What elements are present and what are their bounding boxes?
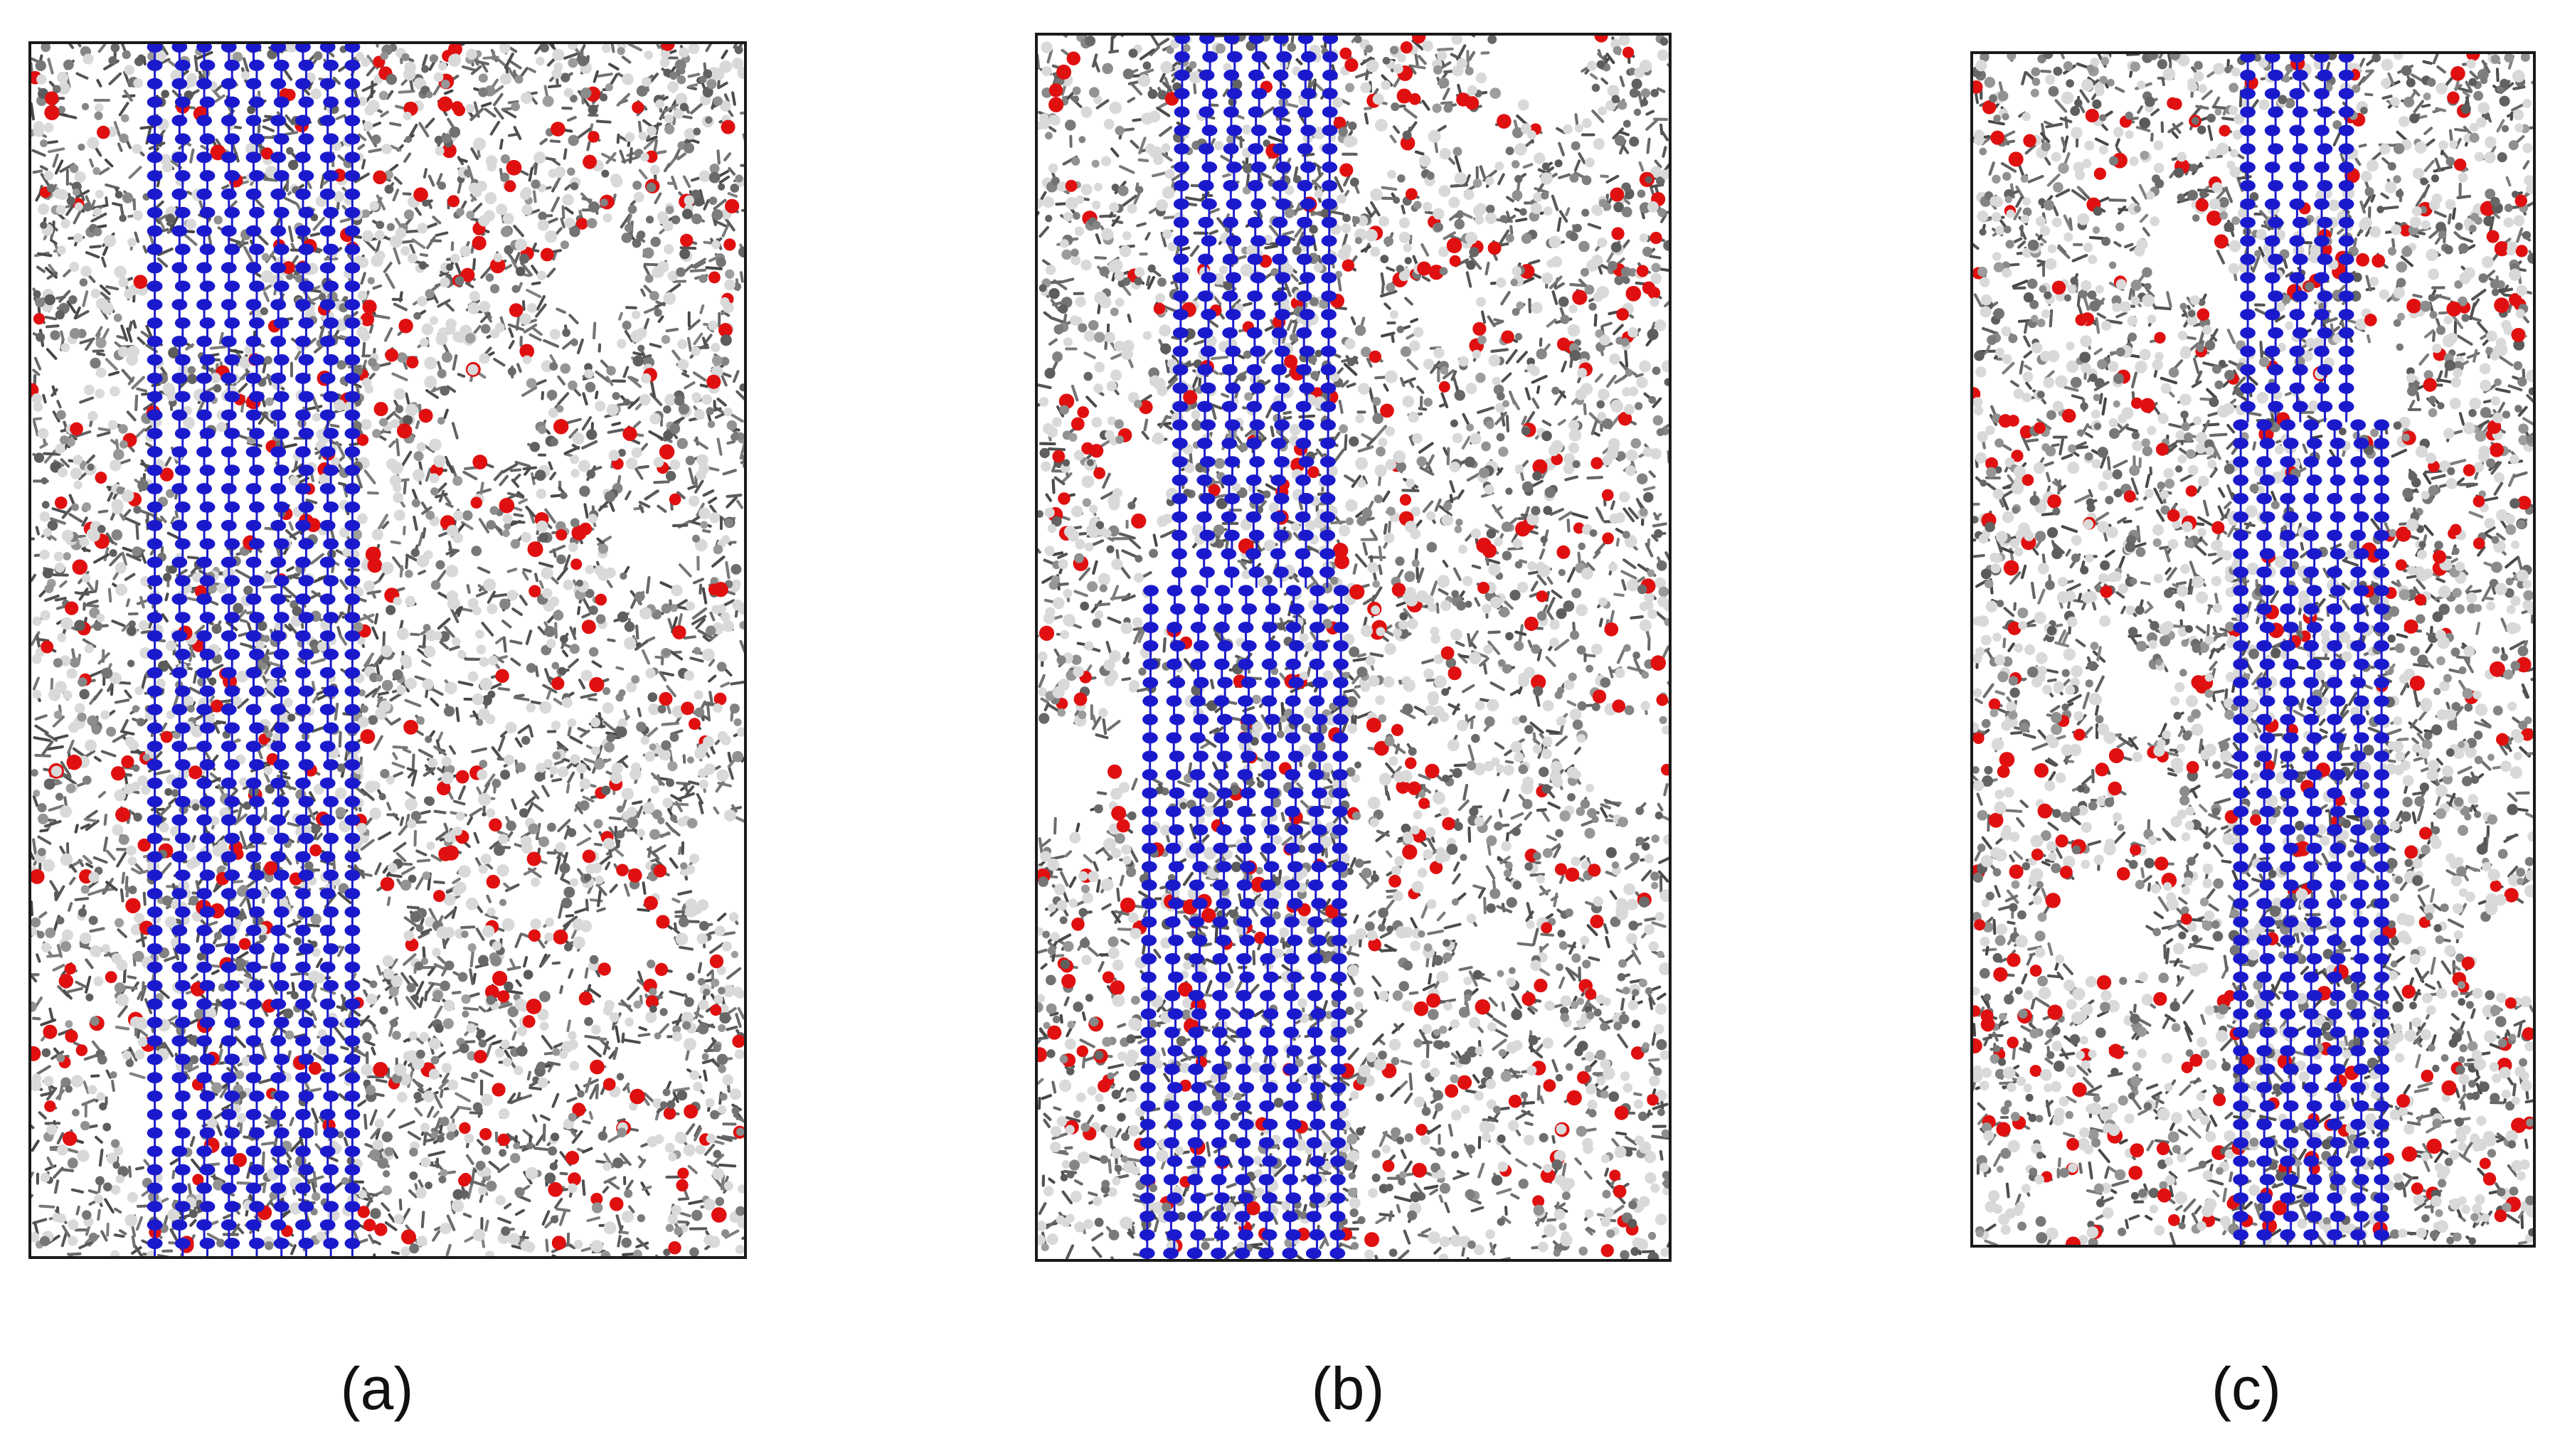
simulation-box-b bbox=[1035, 33, 1672, 1262]
panel-label-b: (b) bbox=[1241, 1359, 1455, 1418]
panel-label-a: (a) bbox=[270, 1359, 484, 1418]
molecular-snapshot-a bbox=[31, 44, 744, 1256]
simulation-box-c bbox=[1970, 51, 2536, 1248]
molecular-snapshot-c bbox=[1973, 54, 2533, 1245]
panel-label-c: (c) bbox=[2140, 1359, 2353, 1418]
simulation-box-a bbox=[28, 41, 747, 1259]
molecular-snapshot-b bbox=[1038, 36, 1669, 1259]
